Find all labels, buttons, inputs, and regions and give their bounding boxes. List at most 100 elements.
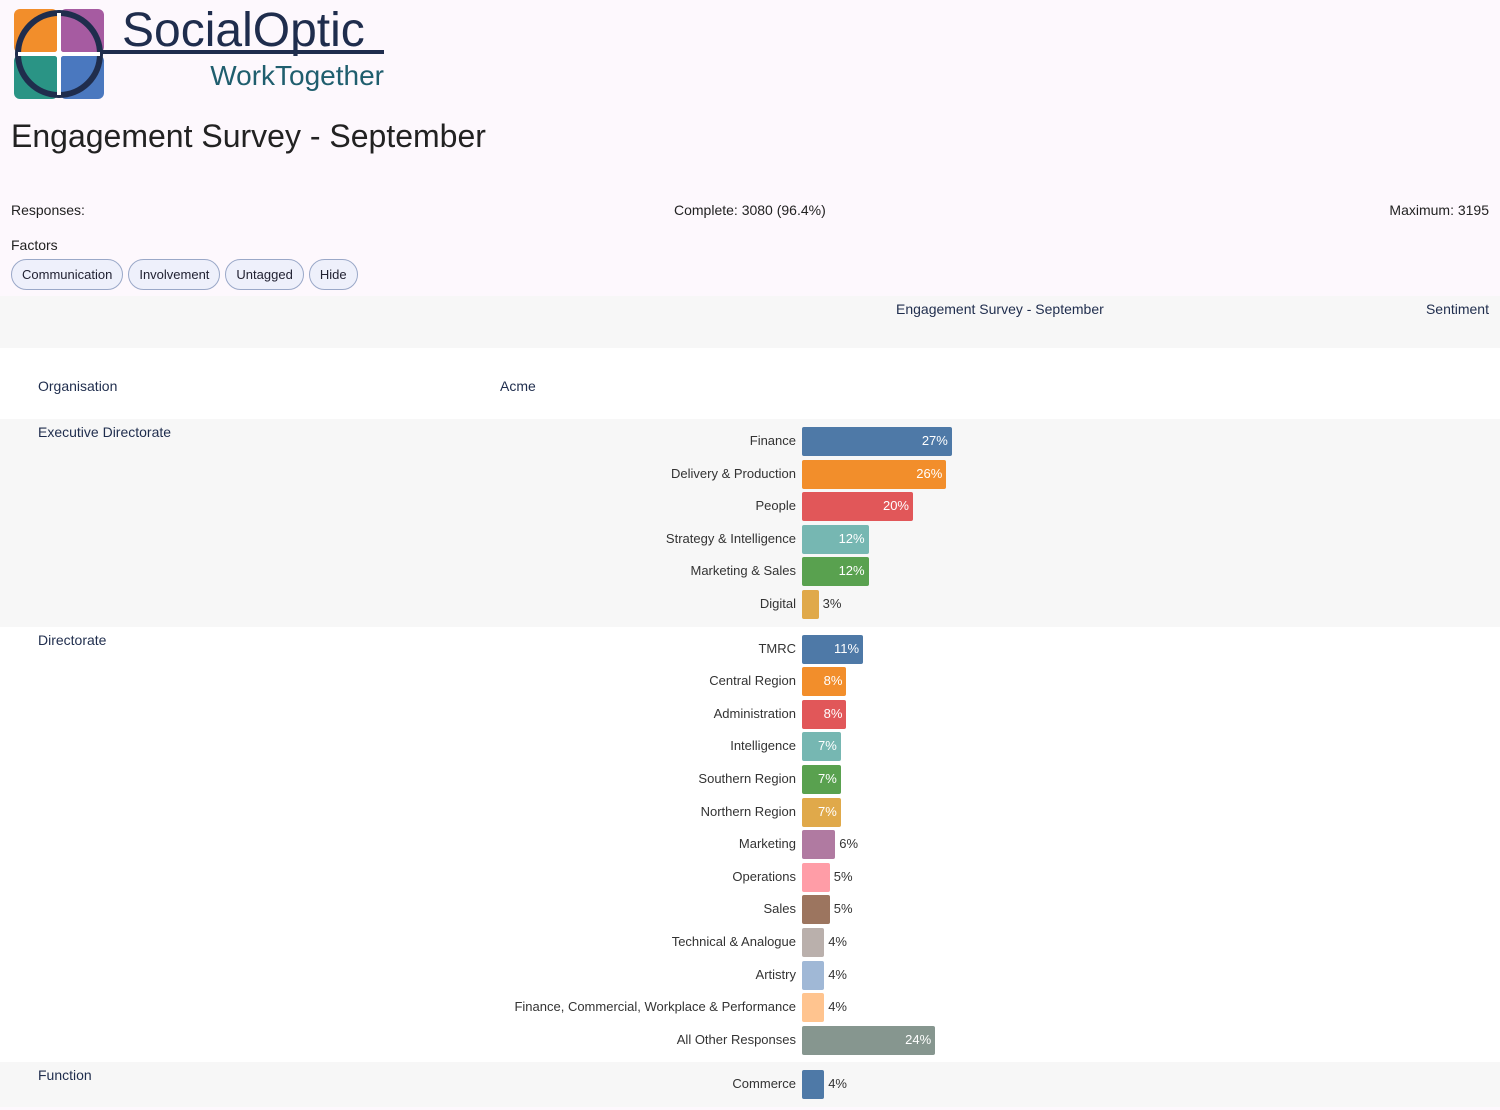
category-label: Marketing: [738, 836, 796, 852]
factor-button[interactable]: Hide: [308, 259, 358, 290]
bar: [802, 732, 841, 762]
bar: [802, 699, 847, 729]
bar: [802, 667, 847, 697]
section-name: Executive Directorate: [38, 424, 172, 440]
bar: [802, 895, 830, 925]
section: Function Commerce 4%: [0, 1062, 1500, 1107]
category-label: Technical & Analogue: [671, 933, 796, 949]
bar: [802, 927, 825, 957]
category-label: Administration: [713, 705, 796, 721]
bar: [802, 634, 864, 664]
bar-row: All Other Responses 24%: [0, 1024, 1500, 1057]
bar-row: Operations 5%: [0, 861, 1500, 894]
value-label: 4%: [828, 933, 847, 949]
bar-row: Technical & Analogue 4%: [0, 926, 1500, 959]
category-label: Finance: [749, 433, 796, 448]
bar-row: Commerce 4%: [0, 1068, 1500, 1101]
factor-button[interactable]: Communication: [11, 259, 124, 290]
logo-name: SocialOptic: [122, 6, 365, 57]
bar: [802, 590, 819, 619]
bar: [802, 862, 830, 892]
bar-row: Strategy & Intelligence 12%: [0, 523, 1500, 556]
category-label: Commerce: [732, 1076, 796, 1092]
bar-row: Administration 8%: [0, 698, 1500, 731]
factor-buttons: Communication Involvement Untagged Hide: [11, 259, 363, 290]
value-label: 4%: [828, 999, 847, 1015]
bar-row: Sales 5%: [0, 893, 1500, 926]
organisation-row: Organisation Acme: [0, 348, 1500, 419]
factor-button[interactable]: Untagged: [225, 259, 304, 290]
category-label: Digital: [759, 596, 796, 611]
sentiment-header: Sentiment: [1425, 301, 1489, 317]
survey-header: Engagement Survey - September: [896, 301, 1104, 317]
bar-row: Finance, Commercial, Workplace & Perform…: [0, 991, 1500, 1024]
bar: [802, 797, 841, 827]
category-label: Northern Region: [700, 803, 796, 819]
category-label: Intelligence: [730, 738, 796, 754]
bar-row: Southern Region 7%: [0, 763, 1500, 796]
value-label: 24%: [905, 1031, 932, 1047]
logo: SocialOptic WorkTogether: [14, 6, 384, 99]
bar: [802, 1070, 825, 1100]
category-label: Finance, Commercial, Workplace & Perform…: [514, 999, 796, 1015]
bar-row: Digital 3%: [0, 588, 1500, 621]
bar: [802, 960, 825, 990]
bar: [802, 557, 869, 587]
value-label: 12%: [838, 563, 865, 579]
value-label: 6%: [839, 836, 859, 852]
bar-row: People 20%: [0, 490, 1500, 523]
category-label: Delivery & Production: [671, 465, 796, 481]
category-label: Marketing & Sales: [690, 563, 797, 579]
category-label: All Other Responses: [676, 1031, 796, 1047]
value-label: 7%: [818, 770, 837, 786]
responses-complete: Complete: 3080 (96.4%): [674, 202, 826, 218]
category-label: People: [755, 498, 796, 514]
bar-row: Artistry 4%: [0, 959, 1500, 992]
value-label: 5%: [833, 868, 853, 884]
value-label: 8%: [823, 705, 843, 721]
bar: [802, 459, 947, 489]
value-label: 8%: [823, 673, 843, 689]
value-label: 11%: [833, 640, 860, 656]
bar: [802, 492, 913, 522]
value-label: 3%: [822, 596, 842, 611]
section-name: Directorate: [38, 631, 107, 648]
factor-button[interactable]: Involvement: [128, 259, 221, 290]
bar-row: Central Region 8%: [0, 665, 1500, 698]
bar: [802, 830, 836, 860]
factors-label: Factors: [11, 237, 58, 253]
bar: [802, 764, 841, 794]
bar-row: TMRC 11%: [0, 633, 1500, 666]
category-label: TMRC: [758, 640, 796, 656]
organisation-label: Organisation: [38, 378, 118, 394]
bar-row: Marketing & Sales 12%: [0, 555, 1500, 588]
category-label: Strategy & Intelligence: [665, 530, 796, 546]
bar-row: Finance 27%: [0, 425, 1500, 458]
value-label: 20%: [882, 498, 909, 514]
category-label: Central Region: [709, 673, 796, 689]
value-label: 5%: [833, 901, 853, 917]
bar: [802, 993, 825, 1023]
section: Directorate TMRC 11% Central Region 8% Admini…: [0, 626, 1500, 1063]
value-label: 12%: [838, 530, 865, 546]
bar: [802, 524, 869, 554]
category-label: Sales: [763, 901, 796, 917]
value-label: 4%: [828, 966, 847, 982]
value-label: 7%: [818, 803, 837, 819]
value-label: 26%: [916, 465, 943, 481]
bar: [802, 1025, 936, 1055]
bar-row: Marketing 6%: [0, 828, 1500, 861]
section-name: Function: [38, 1067, 92, 1084]
organisation-value: Acme: [500, 378, 536, 394]
category-label: Artistry: [755, 966, 796, 982]
responses-label: Responses:: [11, 202, 85, 218]
bar-row: Delivery & Production 26%: [0, 458, 1500, 491]
value-label: 4%: [828, 1076, 847, 1092]
bar-row: Intelligence 7%: [0, 730, 1500, 763]
category-label: Operations: [732, 868, 796, 884]
value-label: 7%: [818, 738, 837, 754]
header-band: Engagement Survey - September Sentiment: [0, 296, 1500, 348]
page-title: Engagement Survey - September: [11, 118, 486, 154]
bar-row: Northern Region 7%: [0, 796, 1500, 829]
